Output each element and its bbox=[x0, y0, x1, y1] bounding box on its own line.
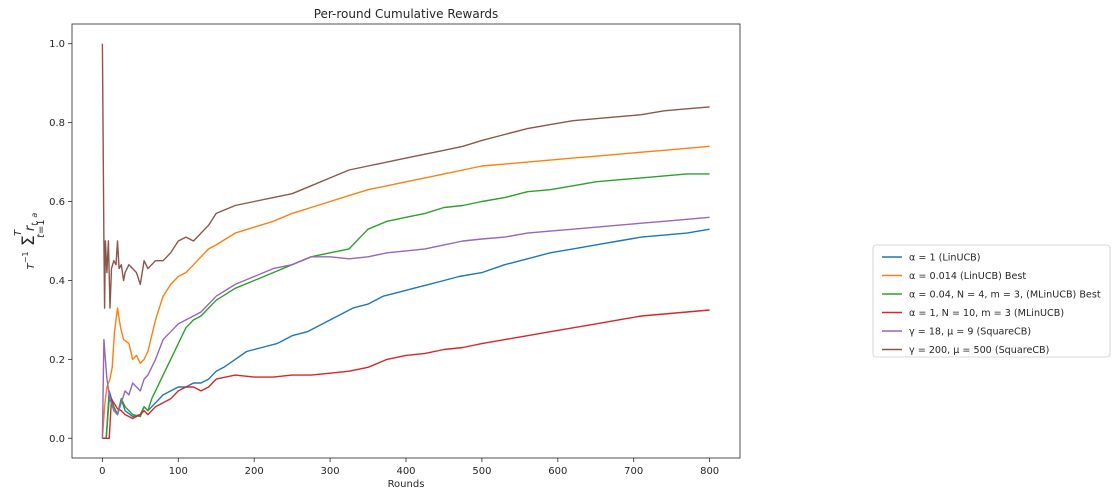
legend: α = 1 (LinUCB) α = 0.014 (LinUCB) Best α =… bbox=[872, 244, 1111, 358]
x-tick-label: 700 bbox=[624, 466, 643, 477]
legend-label-5: γ = 18, μ = 9 (SquareCB) bbox=[909, 327, 1031, 338]
y-axis-label: T−1 Σ rt, a T t=1 bbox=[13, 213, 47, 270]
y-tick-label: 0.8 bbox=[49, 118, 65, 129]
x-tick-label: 400 bbox=[396, 466, 415, 477]
legend-label-2: α = 0.014 (LinUCB) Best bbox=[909, 271, 1026, 282]
x-tick-label: 300 bbox=[321, 466, 340, 477]
y-tick-label: 0.2 bbox=[49, 355, 65, 366]
x-axis-ticks: 0 100 200 300 400 500 600 700 800 bbox=[99, 458, 719, 477]
svg-text:T: T bbox=[13, 229, 24, 236]
legend-label-6: γ = 200, μ = 500 (SquareCB) bbox=[909, 345, 1049, 356]
series-line-4 bbox=[102, 309, 710, 439]
chart-title: Per-round Cumulative Rewards bbox=[314, 7, 499, 21]
x-tick-label: 800 bbox=[700, 466, 719, 477]
svg-text:t=1: t=1 bbox=[36, 219, 47, 238]
legend-label-3: α = 0.04, N = 4, m = 3, (MLinUCB) Best bbox=[909, 290, 1101, 301]
x-tick-label: 500 bbox=[472, 466, 491, 477]
x-tick-label: 600 bbox=[548, 466, 567, 477]
series-line-3 bbox=[102, 173, 710, 439]
y-tick-label: 0.4 bbox=[49, 276, 65, 287]
series-line-5 bbox=[101, 216, 710, 439]
series-line-2 bbox=[101, 145, 710, 439]
svg-text:T−1 Σ rt, a: T−1 Σ rt, a bbox=[19, 213, 39, 270]
y-tick-label: 0.0 bbox=[49, 434, 65, 445]
x-tick-label: 100 bbox=[169, 466, 188, 477]
legend-label-4: α = 1, N = 10, m = 3 (MLinUCB) bbox=[909, 308, 1064, 319]
legend-label-1: α = 1 (LinUCB) bbox=[909, 253, 981, 264]
y-tick-label: 1.0 bbox=[49, 39, 65, 50]
legend-frame bbox=[872, 244, 1111, 358]
x-tick-label: 0 bbox=[99, 466, 105, 477]
x-axis-label: Rounds bbox=[388, 479, 425, 490]
plot-area-frame bbox=[71, 23, 741, 459]
y-tick-label: 0.6 bbox=[49, 197, 65, 208]
series-line-6 bbox=[101, 43, 710, 309]
y-axis-ticks: 0.0 0.2 0.4 0.6 0.8 1.0 bbox=[49, 39, 72, 445]
plot-lines bbox=[101, 43, 710, 439]
x-tick-label: 200 bbox=[245, 466, 264, 477]
series-line-1 bbox=[102, 228, 710, 439]
